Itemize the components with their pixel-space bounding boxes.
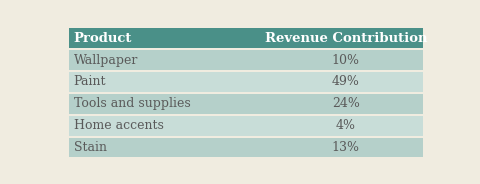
Bar (69, 94, 269, 114)
Text: 49%: 49% (332, 75, 360, 89)
Bar (269, 94, 423, 114)
Text: Wallpaper: Wallpaper (74, 54, 138, 67)
Text: 10%: 10% (332, 54, 360, 67)
Text: Revenue Contribution: Revenue Contribution (264, 32, 427, 45)
Text: Tools and supplies: Tools and supplies (74, 97, 191, 110)
Bar (69, 29, 269, 48)
Bar (69, 116, 269, 135)
Bar (69, 138, 269, 157)
Text: 24%: 24% (332, 97, 360, 110)
Bar (269, 116, 423, 135)
Text: Paint: Paint (74, 75, 106, 89)
Bar (69, 72, 269, 92)
Bar (69, 50, 269, 70)
Bar (269, 72, 423, 92)
Text: Home accents: Home accents (74, 119, 164, 132)
Bar (269, 50, 423, 70)
Text: Product: Product (74, 32, 132, 45)
Text: 4%: 4% (336, 119, 356, 132)
Text: Stain: Stain (74, 141, 107, 154)
Text: 13%: 13% (332, 141, 360, 154)
Bar (269, 29, 423, 48)
Bar (269, 138, 423, 157)
